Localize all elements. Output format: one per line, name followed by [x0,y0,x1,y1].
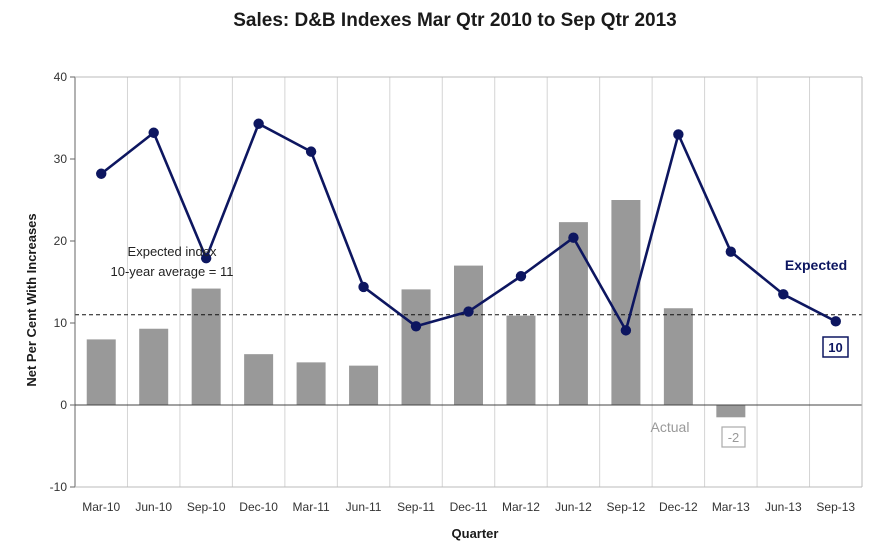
x-tick-label: Dec-10 [239,500,278,514]
avg-annotation-line1: Expected index [128,244,217,259]
axes [74,76,863,488]
expected-point-Sep-12 [620,325,632,336]
y-tick-label: 30 [54,152,68,166]
x-tick-label: Sep-11 [397,500,435,514]
x-tick-label: Mar-13 [712,500,750,514]
expected-point-Mar-12 [515,271,527,282]
expected-point-Sep-10 [200,253,212,264]
actual-bar-Mar-12 [506,315,536,405]
expected-point-Sep-13 [830,316,841,327]
actual-bar-Jun-11 [349,365,379,405]
x-tick-label: Mar-12 [502,500,540,514]
actual-bar-Mar-11 [296,362,326,405]
expected-line-series [96,118,841,336]
y-axis-title: Net Per Cent With Increases [24,213,39,386]
x-tick-label: Jun-13 [765,500,802,514]
expected-point-Mar-13 [725,246,737,257]
actual-bar-Dec-12 [663,308,693,405]
y-tick-label: -10 [50,480,68,494]
vertical-grid [126,77,811,487]
expected-point-Dec-11 [463,306,474,317]
x-tick-label: Jun-12 [555,500,592,514]
chart-title: Sales: D&B Indexes Mar Qtr 2010 to Sep Q… [233,10,677,31]
actual-bar-Dec-11 [454,265,483,405]
x-tick-label: Sep-10 [187,500,226,514]
y-tick-label: 20 [54,234,68,248]
expected-point-Jun-12 [568,232,579,243]
expected-last-value-box [822,336,849,358]
x-axis-title: Quarter [452,526,499,541]
x-tick-label: Jun-10 [135,500,172,514]
actual-bar-Sep-12 [611,200,641,405]
x-tick-label: Mar-11 [293,500,330,514]
actual-legend-label: Actual [651,419,690,435]
actual-bar-Sep-10 [191,288,221,405]
expected-point-Mar-10 [96,168,107,179]
actual-last-value-box [721,426,746,448]
actual-bar-Mar-13 [716,405,746,418]
actual-bar-Mar-10 [86,339,116,405]
expected-point-Dec-10 [253,118,264,129]
x-tick-label: Sep-13 [816,500,855,514]
actual-bars [86,200,746,418]
expected-last-value: 10 [828,340,842,355]
actual-bar-Dec-10 [244,354,274,405]
expected-point-Sep-11 [410,321,422,332]
expected-point-Jun-13 [778,289,789,300]
actual-bar-Jun-10 [139,328,169,405]
x-tick-label: Sep-12 [607,500,646,514]
x-tick-labels: Mar-10 Jun-10 Sep-10 Dec-10 Mar-11 Jun-11 Sep-… [82,500,855,514]
expected-point-Dec-12 [673,129,684,140]
y-tick-label: 0 [60,398,67,412]
y-tick-label: 10 [54,316,68,330]
expected-point-Jun-11 [358,281,369,293]
x-tick-label: Jun-11 [346,500,382,514]
actual-bar-Jun-12 [558,222,588,405]
y-tick-label: 40 [54,70,68,84]
expected-point-Jun-10 [148,127,159,138]
x-tick-label: Dec-12 [659,500,698,514]
expected-point-Mar-11 [305,146,317,157]
expected-legend-label: Expected [785,257,847,273]
x-tick-label: Mar-10 [82,500,120,514]
y-tick-labels: -10 0 10 20 30 40 [50,70,75,494]
avg-annotation-line2: 10-year average = 11 [111,264,234,279]
actual-bar-Sep-11 [401,289,431,405]
actual-last-value: -2 [728,430,740,445]
x-tick-label: Dec-11 [450,500,488,514]
